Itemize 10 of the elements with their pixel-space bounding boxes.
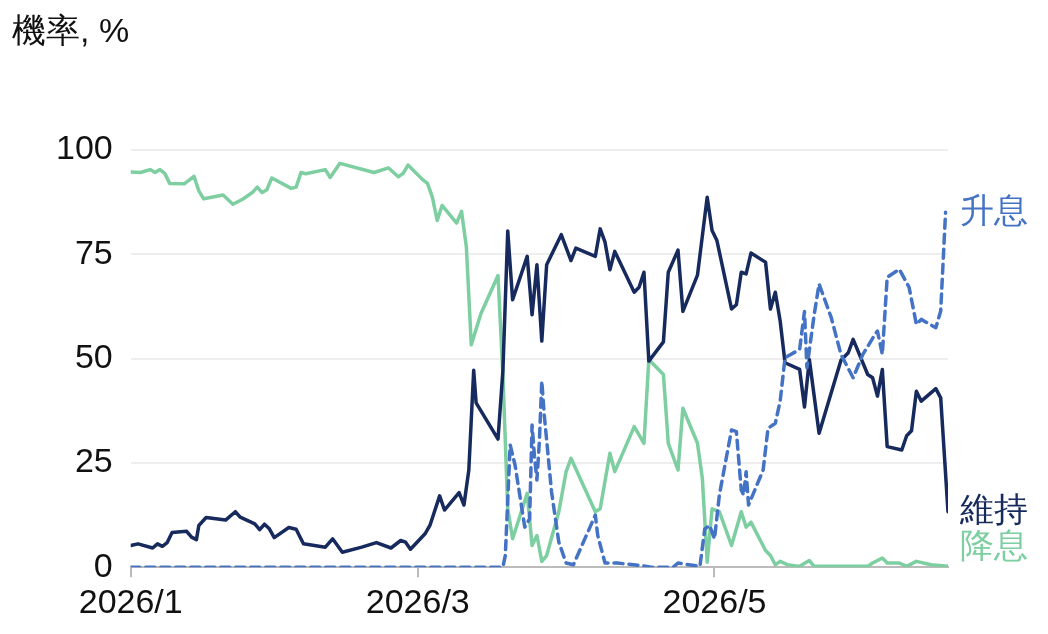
y-tick-label: 75	[74, 232, 113, 271]
y-tick-label: 0	[93, 545, 113, 584]
x-tick-label: 2026/5	[662, 581, 767, 620]
y-tick-label: 25	[74, 441, 113, 480]
x-tick-label: 2026/1	[78, 581, 183, 620]
y-tick-label: 100	[55, 128, 113, 167]
y-tick-label: 50	[74, 336, 113, 375]
x-tick-label: 2026/3	[365, 581, 470, 620]
series-label: 升息	[960, 190, 1028, 229]
y-axis-title: 機率, %	[12, 11, 130, 50]
